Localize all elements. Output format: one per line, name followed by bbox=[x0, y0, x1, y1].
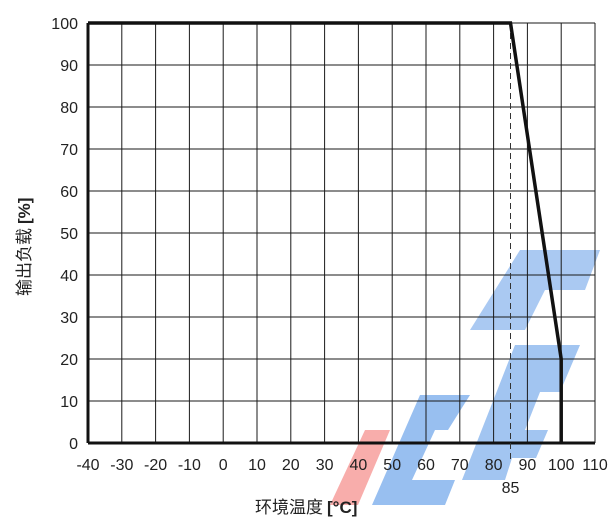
x-tick-label: 50 bbox=[383, 457, 401, 474]
y-axis-label: 输出负载 bbox=[15, 228, 35, 296]
x-tick-label: 70 bbox=[451, 457, 469, 474]
x-tick-label: -10 bbox=[178, 457, 201, 474]
x-tick-label: -20 bbox=[144, 457, 167, 474]
y-tick-label: 0 bbox=[69, 436, 78, 453]
y-tick-label: 40 bbox=[60, 268, 78, 285]
x-tick-label: 0 bbox=[219, 457, 228, 474]
x-tick-label: -30 bbox=[110, 457, 133, 474]
y-axis-unit: [%] bbox=[15, 198, 34, 224]
x-tick-labels: -40 -30 -20 -10 0 10 20 30 40 50 60 70 80 90 100 110 bbox=[76, 457, 607, 474]
x-tick-label: 60 bbox=[417, 457, 435, 474]
x-tick-label: 90 bbox=[519, 457, 537, 474]
watermark-red-shape bbox=[330, 430, 390, 505]
y-tick-label: 60 bbox=[60, 184, 78, 201]
series-layer bbox=[88, 21, 563, 443]
x-tick-label: 100 bbox=[548, 457, 575, 474]
x-tick-label: -40 bbox=[76, 457, 99, 474]
x-tick-label: 10 bbox=[248, 457, 266, 474]
watermark-blue-shape-3 bbox=[470, 250, 600, 330]
y-tick-label: 80 bbox=[60, 100, 78, 117]
x-tick-label: 20 bbox=[282, 457, 300, 474]
watermark-blue-shape-1 bbox=[372, 395, 470, 505]
derating-curve bbox=[88, 21, 563, 443]
x-axis-label: 环境温度 bbox=[255, 498, 323, 518]
x-tick-label: 30 bbox=[316, 457, 334, 474]
x-tick-label: 40 bbox=[350, 457, 368, 474]
y-tick-label: 50 bbox=[60, 226, 78, 243]
y-tick-label: 70 bbox=[60, 142, 78, 159]
watermark-logo bbox=[330, 250, 600, 505]
y-axis-label-group: 输出负载 [%] bbox=[15, 198, 35, 296]
y-tick-label: 20 bbox=[60, 352, 78, 369]
y-tick-label: 10 bbox=[60, 394, 78, 411]
y-tick-label: 90 bbox=[60, 58, 78, 75]
x-tick-label: 80 bbox=[485, 457, 503, 474]
y-tick-labels: 0 10 20 30 40 50 60 70 80 90 100 bbox=[51, 16, 78, 453]
y-tick-label: 30 bbox=[60, 310, 78, 327]
watermark-blue-shape-2 bbox=[462, 345, 580, 480]
annotation-85-label: 85 bbox=[502, 480, 520, 497]
x-tick-label: 110 bbox=[582, 457, 608, 474]
y-tick-label: 100 bbox=[51, 16, 78, 33]
x-axis-unit: [°C] bbox=[327, 498, 357, 517]
